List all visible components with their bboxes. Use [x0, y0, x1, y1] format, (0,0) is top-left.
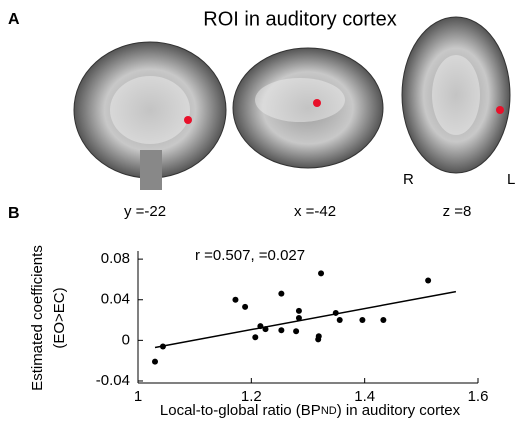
- point: [152, 358, 158, 365]
- slice-label: y =-22: [124, 203, 166, 220]
- y-tick-label: -0.04: [96, 372, 130, 389]
- point: [242, 303, 249, 310]
- x-axis-label-part: Local-to-global ratio (BP: [160, 402, 321, 419]
- annotation: r =0.507, =0.027: [195, 247, 305, 264]
- point: [252, 334, 259, 341]
- axial-slice: [401, 16, 511, 174]
- x-tick-label: 1.6: [468, 388, 489, 405]
- point: [336, 317, 343, 324]
- point: [425, 277, 432, 284]
- point: [262, 326, 269, 333]
- orientation-label: R: [403, 171, 414, 188]
- point: [359, 317, 366, 324]
- point: [159, 343, 166, 350]
- y-axis-label: Estimated coefficients: [29, 245, 46, 391]
- panel-label: A: [8, 11, 20, 28]
- y-tick-label: 0: [122, 331, 130, 348]
- coronal-slice: [73, 41, 227, 190]
- point: [257, 323, 264, 330]
- slice-label: x =-42: [294, 203, 336, 220]
- point: [318, 270, 325, 277]
- x-tick-label: 1.4: [354, 388, 375, 405]
- point: [295, 307, 302, 314]
- x-axis-label-sub: ND: [321, 405, 337, 417]
- panel-label: B: [8, 205, 20, 222]
- orientation-label: L: [507, 171, 515, 188]
- point: [380, 317, 387, 324]
- y-tick-label: 0.04: [101, 291, 130, 308]
- point: [332, 309, 339, 316]
- point: [315, 333, 322, 340]
- y-tick-label: 0.08: [101, 250, 130, 267]
- sagittal-slice: [232, 47, 384, 169]
- point: [295, 315, 302, 322]
- y-axis-label: (EO>EC): [51, 287, 68, 348]
- x-tick-label: 1.2: [241, 388, 262, 405]
- point: [232, 296, 239, 303]
- roi-title: ROI in auditory cortex: [203, 8, 396, 30]
- point: [278, 290, 285, 297]
- point: [278, 327, 285, 334]
- slice-label: z =8: [443, 203, 472, 220]
- fit-line: [154, 290, 457, 349]
- point: [293, 328, 300, 335]
- x-tick-label: 1: [134, 388, 142, 405]
- x-axis-label: Local-to-global ratio (BPND) in auditory…: [160, 402, 461, 419]
- x-axis-label-part: ) in auditory cortex: [337, 402, 461, 419]
